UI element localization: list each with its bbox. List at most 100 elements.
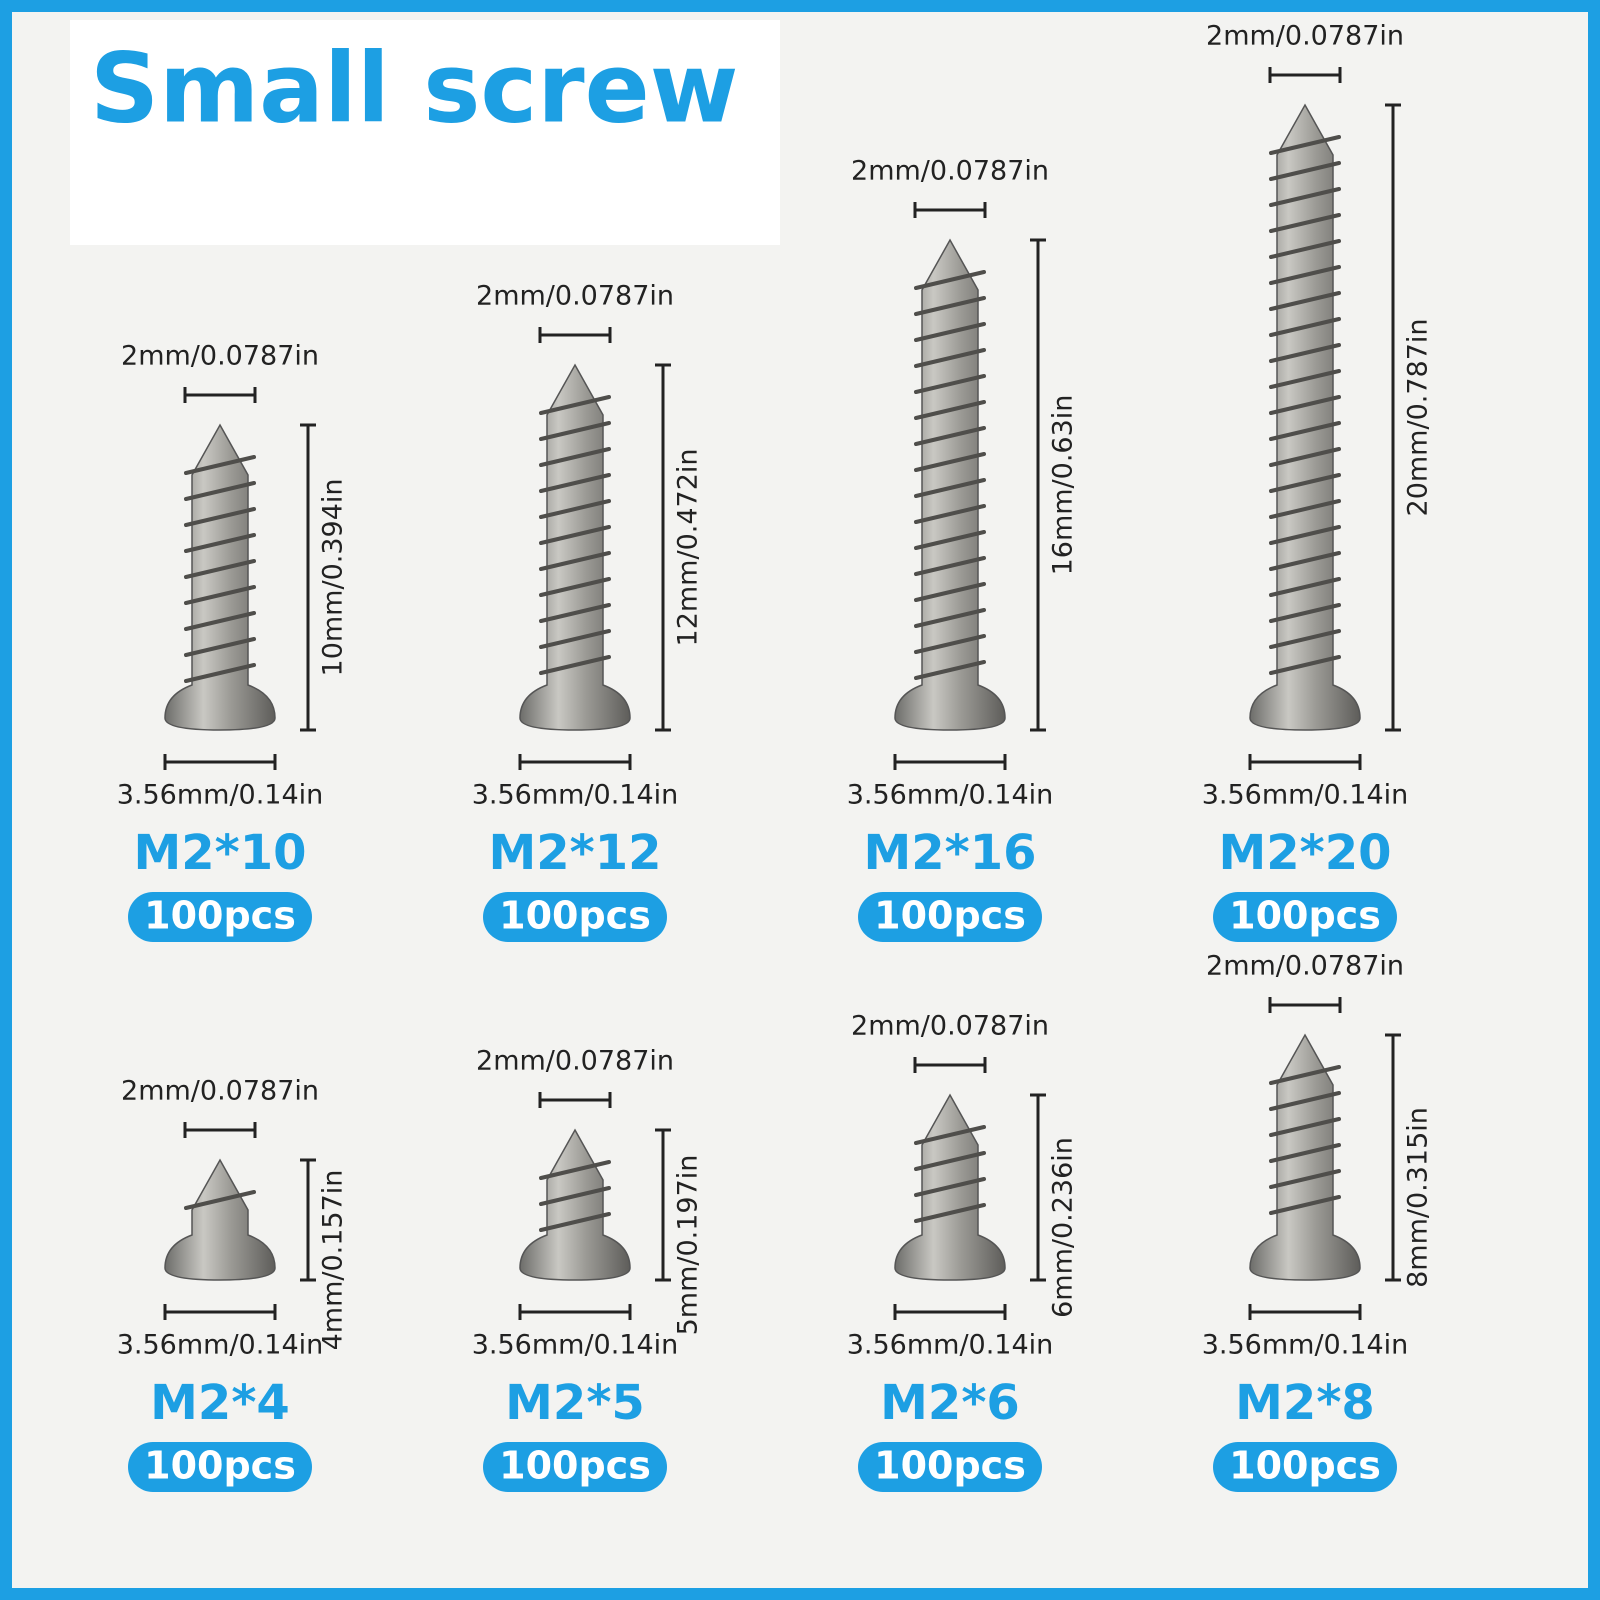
quantity-label: 100pcs [499, 894, 651, 938]
diameter-label: 2mm/0.0787in [851, 156, 1049, 187]
quantity-pill [128, 1442, 312, 1492]
screw-thread [914, 452, 986, 472]
screw-thread [539, 655, 611, 675]
screw-thread [184, 585, 256, 605]
screw-thread [539, 421, 611, 441]
screw-thread [914, 1151, 986, 1171]
length-label: 8mm/0.315in [1403, 1107, 1434, 1288]
screw-thread [539, 473, 611, 493]
screw-thread [539, 395, 611, 415]
screw-thread [914, 478, 986, 498]
screw-thread [914, 400, 986, 420]
screw-thread [1269, 1091, 1341, 1111]
quantity-label: 100pcs [1229, 1444, 1381, 1488]
model-label: M2*6 [880, 1375, 1020, 1431]
quantity-pill [483, 892, 667, 942]
screw-thread [1269, 239, 1341, 259]
screw-thread [1269, 551, 1341, 571]
length-label: 6mm/0.236in [1048, 1137, 1079, 1318]
screw-thread [1269, 265, 1341, 285]
screw-thread [1269, 1065, 1341, 1085]
screw-thread [184, 663, 256, 683]
diameter-label: 2mm/0.0787in [476, 1046, 674, 1077]
screw-thread [184, 637, 256, 657]
screw-thread [1269, 473, 1341, 493]
quantity-label: 100pcs [874, 894, 1026, 938]
screw-thread [184, 559, 256, 579]
quantity-label: 100pcs [1229, 894, 1381, 938]
head-label: 3.56mm/0.14in [472, 1330, 679, 1361]
screw-thread [1269, 629, 1341, 649]
screw [164, 1158, 276, 1281]
screw-thread [1269, 499, 1341, 519]
diameter-label: 2mm/0.0787in [121, 341, 319, 372]
quantity-label: 100pcs [144, 1444, 296, 1488]
screw-thread [914, 322, 986, 342]
screw-thread [539, 525, 611, 545]
screw-thread [1269, 161, 1341, 181]
screw-thread [1269, 421, 1341, 441]
screw-thread [184, 481, 256, 501]
quantity-pill [128, 892, 312, 942]
model-label: M2*5 [505, 1375, 645, 1431]
model-label: M2*10 [133, 825, 306, 881]
length-label: 10mm/0.394in [318, 479, 349, 677]
screw-thread [1269, 213, 1341, 233]
screw-thread [1269, 1143, 1341, 1163]
quantity-pill [1213, 1442, 1397, 1492]
screw-thread [1269, 577, 1341, 597]
head-label: 3.56mm/0.14in [117, 1330, 324, 1361]
screw-thread [184, 1190, 256, 1210]
screw-thread [539, 603, 611, 623]
screw-thread [914, 426, 986, 446]
screw-thread [1269, 343, 1341, 363]
screw-thread [914, 296, 986, 316]
diameter-label: 2mm/0.0787in [121, 1076, 319, 1107]
screw-thread [1269, 603, 1341, 623]
head-label: 3.56mm/0.14in [1202, 1330, 1409, 1361]
diameter-label: 2mm/0.0787in [1206, 21, 1404, 52]
screw-thread [1269, 187, 1341, 207]
model-label: M2*20 [1218, 825, 1391, 881]
screw-thread [914, 1125, 986, 1145]
screw-thread [914, 1203, 986, 1223]
screw-thread [1269, 135, 1341, 155]
diameter-label: 2mm/0.0787in [476, 281, 674, 312]
screw-thread [914, 348, 986, 368]
screw-thread [1269, 1117, 1341, 1137]
quantity-pill [858, 1442, 1042, 1492]
head-label: 3.56mm/0.14in [472, 780, 679, 811]
screw-thread [1269, 291, 1341, 311]
length-label: 4mm/0.157in [318, 1170, 349, 1351]
screw-thread [184, 533, 256, 553]
screw-thread [1269, 1195, 1341, 1215]
screw-thread [914, 556, 986, 576]
screw-thread [539, 499, 611, 519]
screw-thread [539, 551, 611, 571]
screw-thread [1269, 447, 1341, 467]
title: Small screw [90, 32, 738, 144]
screw-thread [914, 608, 986, 628]
quantity-label: 100pcs [874, 1444, 1026, 1488]
screw-thread [914, 582, 986, 602]
quantity-label: 100pcs [499, 1444, 651, 1488]
screw-thread [914, 634, 986, 654]
screw-thread [914, 270, 986, 290]
screw-thread [1269, 369, 1341, 389]
screw-thread [539, 1160, 611, 1180]
screw-thread [539, 629, 611, 649]
head-label: 3.56mm/0.14in [1202, 780, 1409, 811]
screw-thread [914, 530, 986, 550]
head-label: 3.56mm/0.14in [117, 780, 324, 811]
length-label: 16mm/0.63in [1048, 395, 1079, 576]
screw [519, 1128, 631, 1281]
screw-thread [184, 507, 256, 527]
quantity-pill [858, 892, 1042, 942]
screw-thread [914, 504, 986, 524]
screw-thread [539, 447, 611, 467]
length-label: 20mm/0.787in [1403, 319, 1434, 517]
head-label: 3.56mm/0.14in [847, 780, 1054, 811]
quantity-label: 100pcs [144, 894, 296, 938]
screw-thread [539, 1186, 611, 1206]
